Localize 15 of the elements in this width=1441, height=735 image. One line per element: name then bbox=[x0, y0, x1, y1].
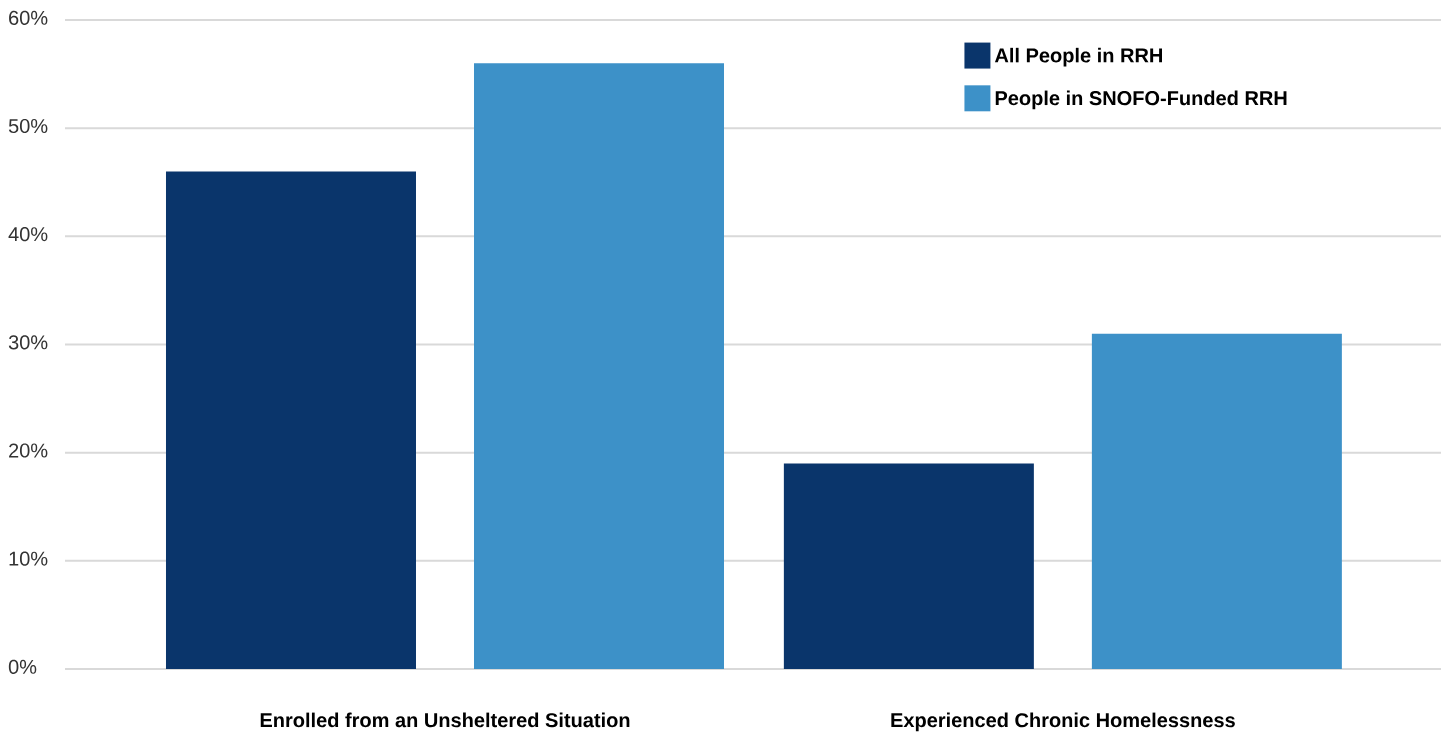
bar bbox=[474, 63, 724, 669]
x-tick-label: Experienced Chronic Homelessness bbox=[891, 712, 1235, 732]
legend-label: People in SNOFO-Funded RRH bbox=[995, 90, 1287, 110]
y-tick-label: 30% bbox=[8, 335, 48, 350]
x-tick-label: Enrolled from an Unsheltered Situation bbox=[260, 712, 630, 728]
bar bbox=[165, 171, 416, 669]
bar bbox=[783, 463, 1034, 669]
bar bbox=[1091, 333, 1342, 669]
legend-label: All People in RRH bbox=[994, 47, 1162, 67]
y-tick-label: 10% bbox=[9, 551, 48, 566]
y-tick-label: 50% bbox=[8, 118, 48, 134]
y-tick-label: 60% bbox=[9, 10, 48, 25]
y-tick-label: 40% bbox=[8, 227, 48, 242]
y-tick-label: 0% bbox=[8, 659, 37, 674]
y-tick-label: 20% bbox=[9, 443, 48, 458]
